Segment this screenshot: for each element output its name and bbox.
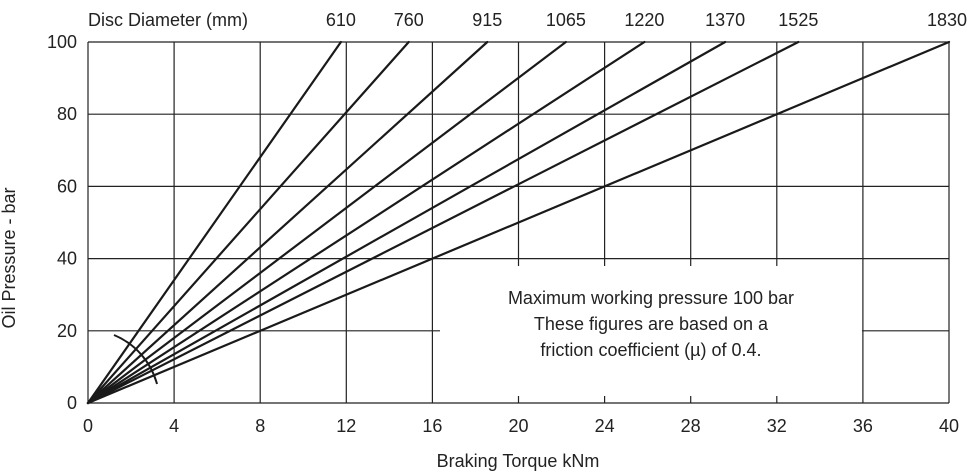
series-line-1370 (86, 40, 727, 405)
x-tick-labels: 0 4 8 12 16 20 24 28 32 36 40 (83, 416, 959, 436)
y-tick-label-4: 80 (57, 104, 77, 124)
x-tick-label-3: 12 (336, 416, 356, 436)
annotation-background (440, 266, 862, 396)
x-tick-label-10: 40 (939, 416, 959, 436)
annotation-box: Maximum working pressure 100 bar These f… (440, 266, 862, 396)
series-line-610 (86, 40, 343, 405)
disc-label-1065: 1065 (546, 10, 586, 30)
x-tick-label-1: 4 (169, 416, 179, 436)
x-tick-label-2: 8 (255, 416, 265, 436)
x-tick-label-6: 24 (595, 416, 615, 436)
series-lines (86, 40, 951, 405)
disc-label-1830: 1830 (927, 10, 967, 30)
y-tick-label-3: 60 (57, 176, 77, 196)
disc-diameter-labels: 610 760 915 1065 1220 1370 1525 1830 (326, 10, 967, 30)
x-tick-label-4: 16 (422, 416, 442, 436)
y-tick-labels: 0 20 40 60 80 100 (47, 32, 77, 413)
x-tick-label-8: 32 (767, 416, 787, 436)
disc-label-915: 915 (472, 10, 502, 30)
series-line-915 (86, 40, 489, 405)
annotation-line-3: friction coefficient (µ) of 0.4. (540, 340, 761, 360)
y-tick-label-5: 100 (47, 32, 77, 52)
y-tick-label-2: 40 (57, 249, 77, 269)
series-line-1830 (86, 40, 951, 405)
series-line-760 (86, 40, 410, 405)
x-tick-label-0: 0 (83, 416, 93, 436)
y-axis-title: Oil Pressure - bar (0, 187, 19, 328)
disc-label-610: 610 (326, 10, 356, 30)
x-tick-label-5: 20 (508, 416, 528, 436)
y-tick-label-0: 0 (67, 393, 77, 413)
annotation-line-1: Maximum working pressure 100 bar (508, 288, 794, 308)
disc-label-1220: 1220 (624, 10, 664, 30)
x-tick-label-7: 28 (681, 416, 701, 436)
disc-label-760: 760 (394, 10, 424, 30)
disc-label-1525: 1525 (778, 10, 818, 30)
origin-arc (113, 334, 158, 385)
series-line-1065 (86, 40, 567, 405)
series-line-1525 (86, 40, 800, 405)
disc-label-1370: 1370 (705, 10, 745, 30)
x-tick-label-9: 36 (853, 416, 873, 436)
y-tick-label-1: 20 (57, 321, 77, 341)
top-axis-title: Disc Diameter (mm) (88, 10, 248, 30)
annotation-line-2: These figures are based on a (534, 314, 769, 334)
series-line-1220 (86, 40, 646, 405)
x-axis-title: Braking Torque kNm (437, 451, 600, 471)
